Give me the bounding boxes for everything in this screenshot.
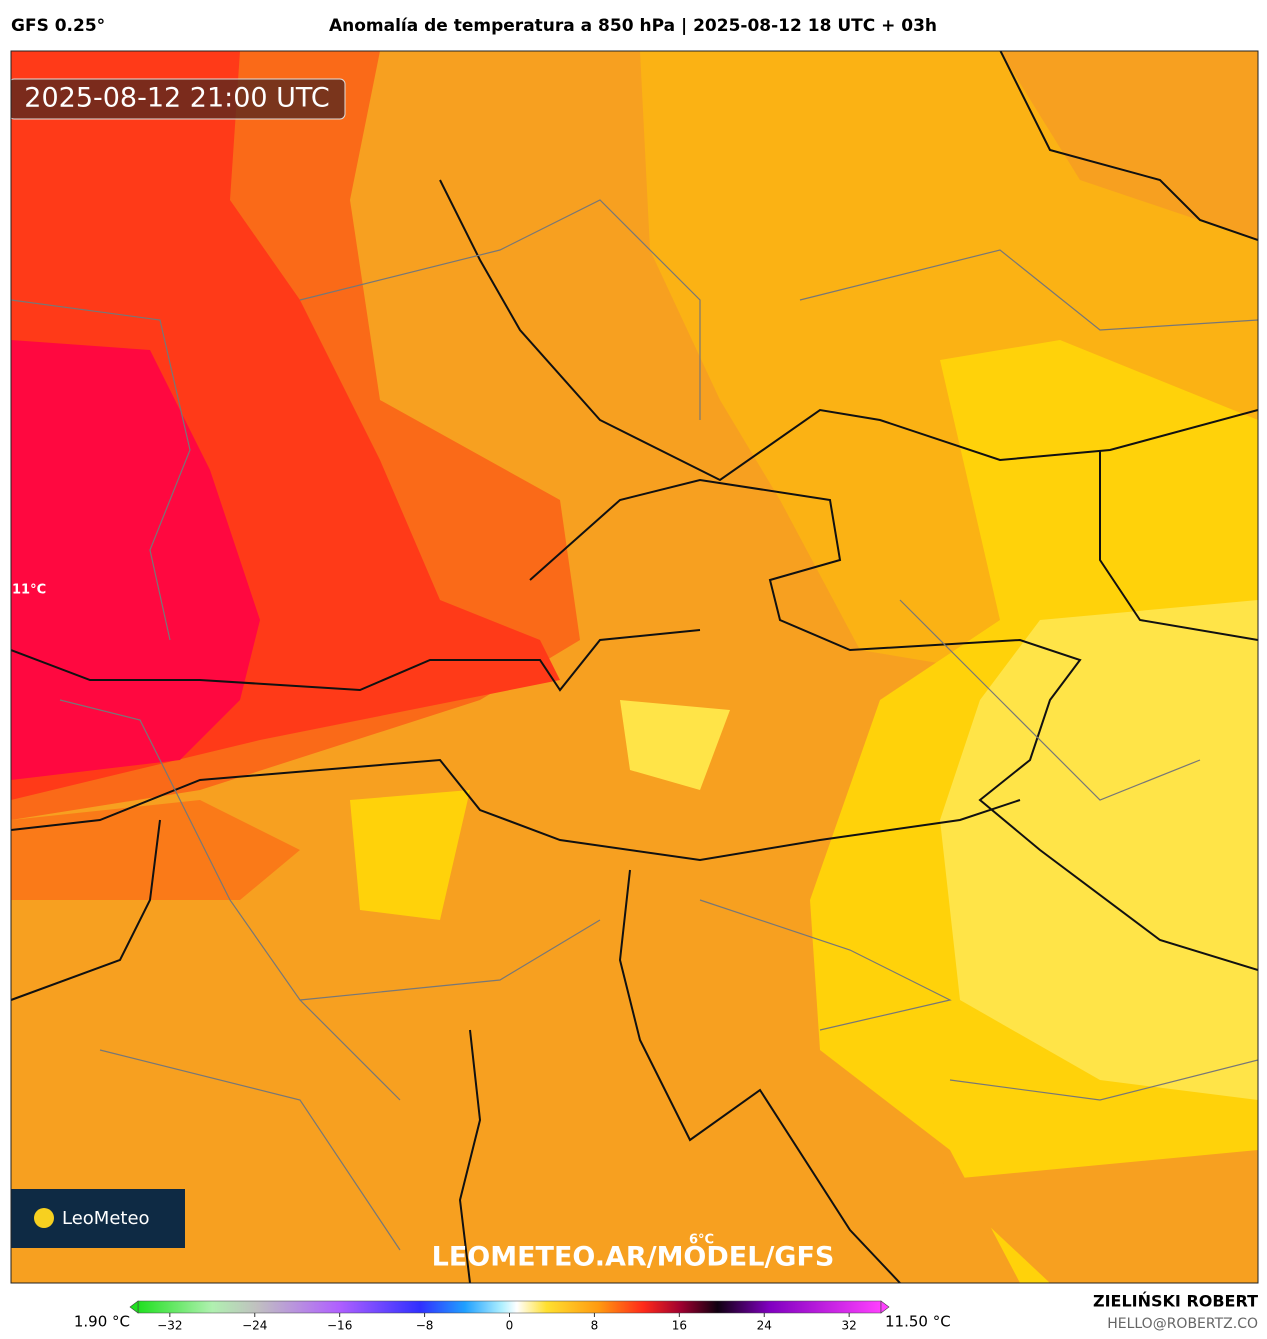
colorbar-tick-label: −16 [327,1319,352,1333]
region-border [11,199,1258,1251]
coast [458,1029,482,1283]
map: 2025-08-12 21:00 UTC 11°C 6°C LeoMeteo L… [11,51,1258,1283]
logo: LeoMeteo [62,1208,150,1229]
model-label: GFS 0.25° [11,16,105,36]
coast [618,869,901,1283]
field [620,700,730,790]
colorbar-tick-label: 24 [757,1319,772,1333]
colorbar-tick-label: −32 [157,1319,182,1333]
colorbar [137,1300,882,1314]
map-label: 6°C [689,1233,714,1248]
colorbar-tick-label: 0 [506,1319,514,1333]
colorbar-min: 1.90 °C [74,1313,130,1331]
border [529,478,1258,971]
colorbar-tick-label: 32 [842,1319,857,1333]
colorbar-tick-label: −8 [416,1319,434,1333]
field [11,340,260,780]
email: HELLO@ROBERTZ.CO [1107,1316,1258,1332]
map-label: 11°C [12,583,46,598]
border [1099,450,1258,641]
border [999,51,1258,241]
colorbar-tick-label: 8 [591,1319,599,1333]
map-frame [10,50,1259,1284]
colorbar-tick-label: 16 [672,1319,687,1333]
colorbar-tick-label: −24 [242,1319,267,1333]
colorbar-arrow [880,1300,890,1314]
border [11,819,161,1001]
border [11,629,701,692]
watermark: LEOMETEO.AR/MODEL/GFS [432,1242,835,1273]
field [940,1150,1258,1283]
border [439,179,1258,482]
colorbar-arrow [129,1300,139,1314]
timestamp: 2025-08-12 21:00 UTC [24,83,329,114]
border [11,758,1021,862]
timestamp-box [11,78,346,120]
field [350,790,470,920]
field [940,600,1258,1100]
title: Anomalía de temperatura a 850 hPa | 2025… [329,16,937,36]
colorbar-max: 11.50 °C [885,1313,951,1331]
author: ZIELIŃSKI ROBERT [1093,1292,1258,1311]
logo-sun [34,1208,54,1228]
